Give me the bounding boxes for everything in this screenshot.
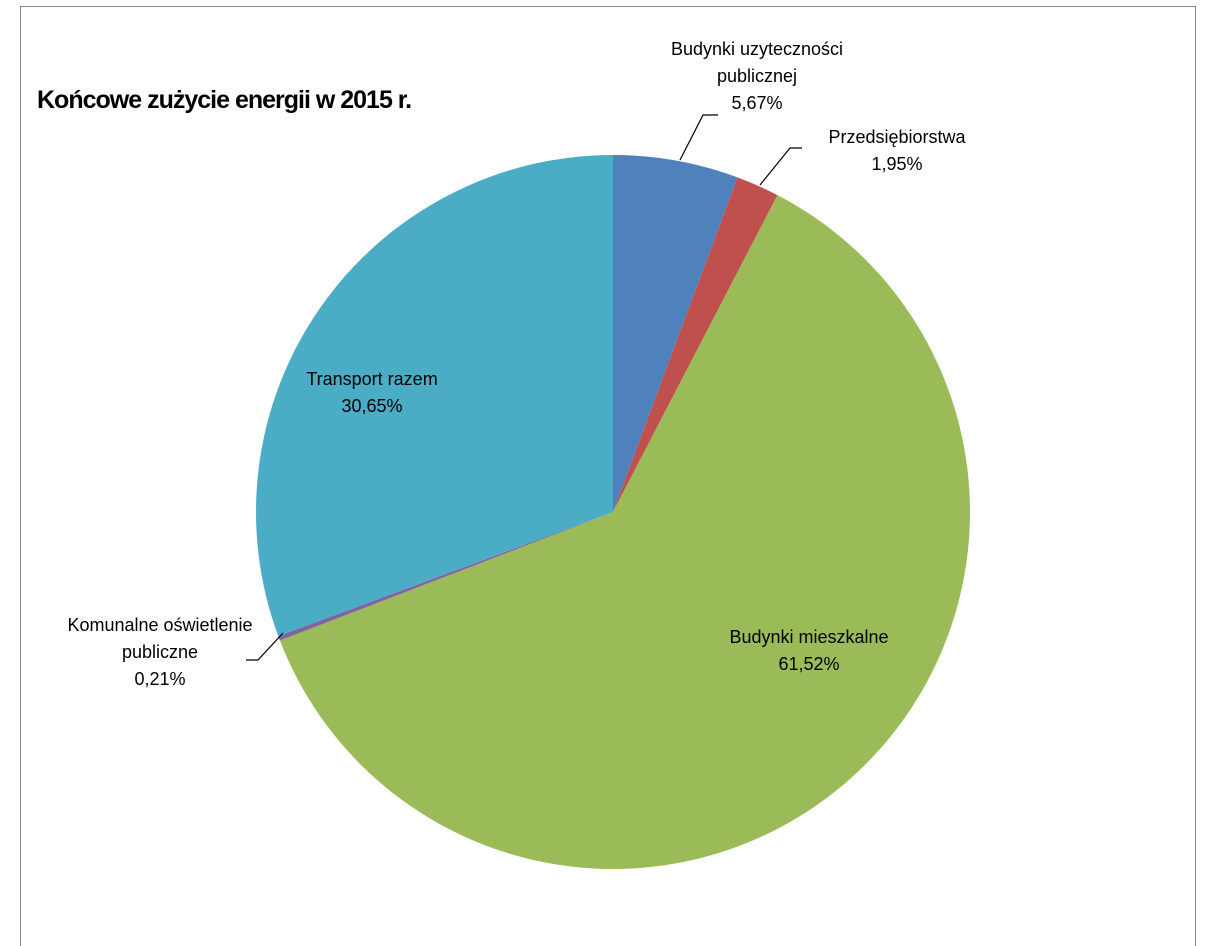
label-value: 5,67% xyxy=(731,93,783,113)
leader-lines xyxy=(246,114,802,661)
data-label: Budynki mieszkalne 61,52% xyxy=(689,624,929,678)
label-value: 0,21% xyxy=(134,669,186,689)
data-label: Komunalne oświetlenie publiczne 0,21% xyxy=(40,612,280,693)
data-label: Przedsiębiorstwa 1,95% xyxy=(797,124,997,178)
pie-slice xyxy=(278,512,613,641)
label-value: 1,95% xyxy=(871,154,923,174)
pie-slice xyxy=(256,155,613,637)
chart-title: Końcowe zużycie energii w 2015 r. xyxy=(37,86,412,114)
pie-slice xyxy=(613,155,738,512)
label-value: 30,65% xyxy=(341,396,403,416)
pie xyxy=(256,155,970,869)
leader-line xyxy=(246,632,284,661)
label-category: Budynki uzyteczności publicznej xyxy=(670,39,844,86)
pie-slice xyxy=(279,195,970,869)
leader-line xyxy=(679,114,718,161)
label-category: Budynki mieszkalne xyxy=(729,627,889,647)
data-label: Budynki uzyteczności publicznej 5,67% xyxy=(642,36,872,117)
data-label: Transport razem 30,65% xyxy=(272,366,472,420)
leader-line xyxy=(759,147,802,186)
label-category: Komunalne oświetlenie publiczne xyxy=(67,615,253,662)
label-category: Transport razem xyxy=(306,369,438,389)
label-category: Przedsiębiorstwa xyxy=(828,127,966,147)
pie-slice xyxy=(613,177,778,513)
label-value: 61,52% xyxy=(778,654,840,674)
